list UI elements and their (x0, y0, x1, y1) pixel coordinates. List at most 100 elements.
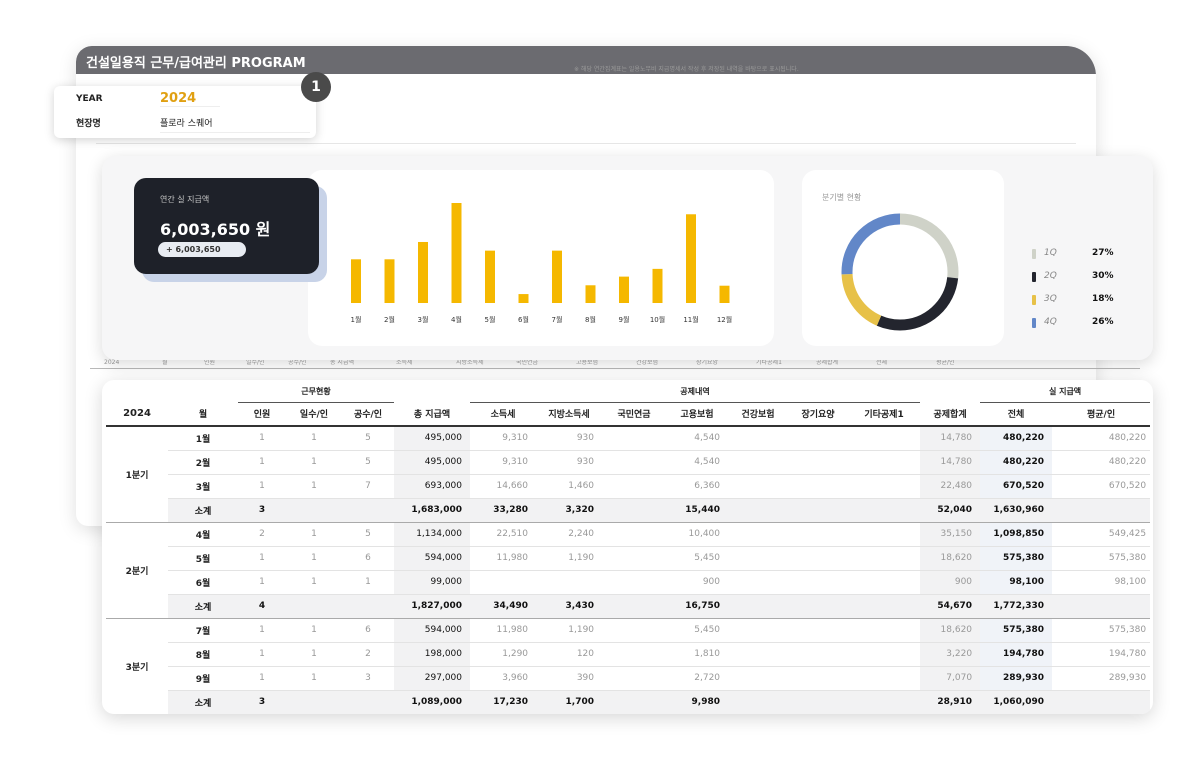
subtotal-pension (602, 594, 667, 619)
cell-gross: 198,000 (394, 642, 471, 667)
cell-local-tax (536, 570, 603, 595)
month-cell: 4월 (168, 522, 238, 547)
bar-tick-label: 9월 (619, 315, 630, 324)
subtotal-pension (602, 498, 667, 523)
background-header-cell: 기타공제1 (756, 359, 782, 366)
legend-percent: 30% (1092, 271, 1114, 281)
background-header-cell: 고용보험 (576, 359, 599, 366)
subtotal-employment: 9,980 (666, 690, 729, 714)
legend-swatch (1032, 272, 1036, 282)
donut-slice-2q (841, 213, 959, 331)
subtotal-net-total: 1,630,960 (980, 498, 1053, 523)
cell-deduct-total: 18,620 (920, 618, 981, 643)
subtotal-other (848, 498, 921, 523)
table-row: 9월 1 1 3 297,000 3,960 390 2,720 7,070 289,930 289… (106, 666, 1151, 691)
cell-pension (602, 546, 667, 571)
year-select[interactable]: 2024 (160, 91, 220, 107)
cell-gross: 594,000 (394, 546, 471, 571)
subtotal-net-avg (1052, 594, 1151, 619)
cell-net-total: 98,100 (980, 570, 1053, 595)
cell-deduct-total: 22,480 (920, 474, 981, 499)
cell-local-tax: 2,240 (536, 522, 603, 547)
cell-other (848, 570, 921, 595)
cell-health (728, 666, 789, 691)
col-health-insurance: 건강보험 (728, 402, 789, 427)
cell-other (848, 642, 921, 667)
col-people: 인원 (238, 402, 286, 427)
cell-people: 1 (238, 642, 286, 667)
cell-net-total: 194,780 (980, 642, 1053, 667)
legend-item: 3Q 18% (1032, 294, 1132, 317)
table-row: 8월 1 1 2 198,000 1,290 120 1,810 3,220 194,780 194… (106, 642, 1151, 667)
subtotal-label: 소계 (168, 498, 238, 523)
subtotal-people: 3 (238, 498, 286, 523)
legend-percent: 26% (1092, 317, 1114, 327)
cell-other (848, 546, 921, 571)
cell-health (728, 474, 789, 499)
quarterly-donut-chart (841, 213, 959, 331)
cell-local-tax: 1,460 (536, 474, 603, 499)
annual-total-delta: + 6,003,650 (158, 242, 246, 257)
background-header-cell: 인원 (204, 359, 216, 366)
month-cell: 5월 (168, 546, 238, 571)
bar-12 (719, 285, 730, 303)
subtotal-care (788, 690, 849, 714)
cell-other (848, 618, 921, 643)
cell-income-tax: 11,980 (470, 618, 537, 643)
cell-other (848, 522, 921, 547)
subtotal-deduct-total: 54,670 (920, 594, 981, 619)
table-row: 2분기 4월 2 1 5 1,134,000 22,510 2,240 10,400 35,150… (106, 522, 1151, 619)
subtotal-units (342, 690, 395, 714)
bar-3 (418, 241, 428, 303)
cell-people: 1 (238, 666, 286, 691)
cell-income-tax: 14,660 (470, 474, 537, 499)
subtotal-row: 소계 3 1,683,000 33,280 3,320 15,440 52,040 1,630… (106, 498, 1151, 523)
cell-net-total: 289,930 (980, 666, 1053, 691)
col-income-tax: 소득세 (470, 402, 537, 427)
subtotal-health (728, 594, 789, 619)
dashboard-card: 연간 실 지급액 6,003,650 원 + 6,003,650 1월 2월 3월 4… (102, 156, 1153, 360)
subtotal-employment: 15,440 (666, 498, 729, 523)
annual-summary-table-card: 근무현황 공제내역 실 지급액 2024 월 인원 일수/인 공수/인 총 지급… (102, 380, 1153, 714)
cell-people: 1 (238, 474, 286, 499)
bar-10 (652, 268, 663, 303)
cell-units: 7 (342, 474, 395, 499)
table-row: 5월 1 1 6 594,000 11,980 1,190 5,450 18,620 575,38… (106, 546, 1151, 571)
legend-label: 1Q (1044, 248, 1057, 258)
table-row: 1분기 1월 1 1 5 495,000 9,310 930 4,540 14,780 480,22… (106, 426, 1151, 523)
donut-title: 분기별 현황 (822, 193, 862, 202)
bar-5 (485, 250, 495, 303)
background-header-cell: 건강보험 (636, 359, 659, 366)
cell-net-total: 575,380 (980, 546, 1053, 571)
background-header-cell: 장기요양 (696, 359, 719, 366)
cell-care (788, 618, 849, 643)
legend-item: 2Q 30% (1032, 271, 1132, 294)
background-header-cell: 2024 (104, 359, 120, 366)
background-table-header: 2024 월 인원 일수/인 공수/인 총 지급액 소득세 지방소득세 국민연금 고용보험 건강보험… (104, 357, 1144, 366)
col-other-deduction: 기타공제1 (848, 402, 921, 427)
cell-deduct-total: 14,780 (920, 450, 981, 475)
subtotal-deduct-total: 52,040 (920, 498, 981, 523)
subtotal-row: 소계 4 1,827,000 34,490 3,430 16,750 54,670 1,772… (106, 594, 1151, 619)
cell-net-total: 480,220 (980, 450, 1053, 475)
cell-net-total: 670,520 (980, 474, 1053, 499)
subtotal-gross: 1,089,000 (394, 690, 471, 714)
subtotal-units (342, 594, 395, 619)
cell-care (788, 666, 849, 691)
cell-net-avg: 575,380 (1052, 546, 1151, 571)
site-field[interactable]: 플로라 스퀘어 (160, 116, 310, 133)
background-header-cell: 공제합계 (816, 359, 839, 366)
month-cell: 6월 (168, 570, 238, 595)
cell-units: 5 (342, 426, 395, 451)
bar-tick-label: 5월 (485, 315, 496, 324)
col-long-term-care: 장기요양 (788, 402, 849, 427)
subtotal-deduct-total: 28,910 (920, 690, 981, 714)
year-label: YEAR (76, 94, 103, 104)
legend-swatch (1032, 249, 1036, 259)
cell-days: 1 (286, 522, 342, 547)
month-cell: 8월 (168, 642, 238, 667)
col-local-tax: 지방소득세 (536, 402, 603, 427)
quarterly-donut-card: 분기별 현황 (802, 170, 1004, 346)
subtotal-row: 소계 3 1,089,000 17,230 1,700 9,980 28,910 1,060,… (106, 690, 1151, 714)
col-days: 일수/인 (286, 402, 342, 427)
